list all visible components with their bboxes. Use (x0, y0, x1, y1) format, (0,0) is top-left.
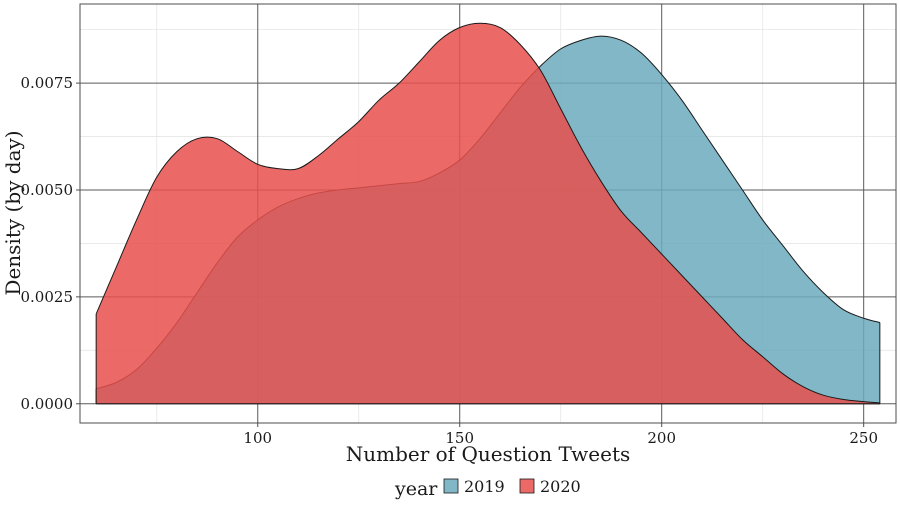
y-tick-label: 0.0050 (21, 181, 74, 199)
legend-title: year (394, 478, 438, 500)
y-tick-label: 0.0025 (21, 288, 74, 306)
density-curve-2020 (95, 22, 880, 404)
y-axis-title: Density (by day) (1, 130, 25, 295)
area-layer (95, 22, 881, 405)
x-tick-label: 200 (647, 429, 676, 447)
legend-items: 2019 2020 (443, 477, 581, 496)
density-area-2020 (96, 23, 880, 404)
y-tick-label: 0.0000 (21, 395, 74, 413)
x-tick-label: 150 (445, 429, 474, 447)
legend-label-2019: 2019 (464, 477, 505, 496)
tick-layer: 100 150 200 250 0.0000 0.0025 0.0050 0.0075 (21, 74, 879, 447)
legend-key-2019 (443, 478, 459, 494)
legend-label-2020: 2020 (540, 477, 581, 496)
x-axis-title: Number of Question Tweets (346, 442, 631, 466)
x-tick-label: 250 (849, 429, 878, 447)
panel-border (79, 3, 897, 424)
x-tick-label: 100 (243, 429, 272, 447)
legend-key-2020 (519, 478, 535, 494)
legend: year 2019 2020 (394, 477, 581, 500)
y-tick-label: 0.0075 (21, 74, 74, 92)
